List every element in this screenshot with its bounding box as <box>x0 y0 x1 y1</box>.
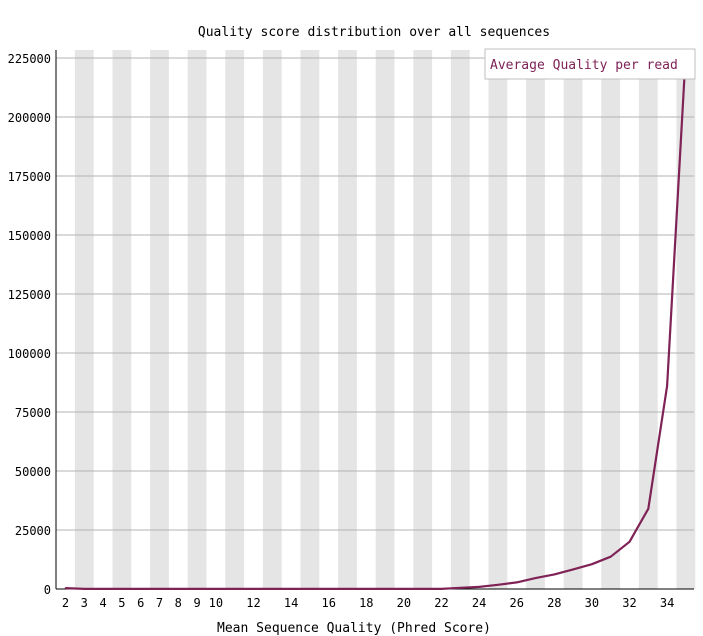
x-tick-label: 16 <box>321 596 335 610</box>
data-point <box>252 588 255 590</box>
data-point <box>139 588 142 590</box>
band-9 <box>187 50 207 589</box>
band-3 <box>74 50 94 589</box>
x-tick-label: 34 <box>660 596 674 610</box>
data-point <box>478 586 480 588</box>
band-5 <box>112 50 132 589</box>
band-33 <box>638 50 658 589</box>
data-point <box>309 588 311 590</box>
band-17 <box>338 50 357 589</box>
band-31 <box>601 50 621 589</box>
band-29 <box>563 50 583 589</box>
band-11 <box>225 50 245 589</box>
data-point <box>647 507 650 510</box>
data-point <box>384 588 386 590</box>
band-7 <box>150 50 169 589</box>
y-tick-label: 150000 <box>8 229 51 243</box>
x-tick-label: 8 <box>175 596 182 610</box>
x-tick-label: 26 <box>509 596 523 610</box>
band-19 <box>375 50 395 589</box>
chart-title: Quality score distribution over all sequ… <box>198 25 550 40</box>
x-tick-label: 28 <box>547 596 561 610</box>
data-point <box>346 588 349 590</box>
data-point <box>64 587 67 589</box>
legend-box <box>484 48 696 80</box>
data-point <box>290 588 292 590</box>
x-tick-label: 24 <box>472 596 486 610</box>
data-point <box>215 588 217 590</box>
x-tick-label: 9 <box>193 596 200 610</box>
band-23 <box>450 50 470 589</box>
series-layer <box>64 50 687 591</box>
data-point <box>609 555 612 558</box>
x-tick-label: 7 <box>156 596 163 610</box>
series-line-0 <box>65 50 687 591</box>
data-point <box>534 577 537 579</box>
data-point <box>121 588 123 590</box>
data-point <box>628 541 631 543</box>
y-tick-label: 225000 <box>8 52 51 66</box>
horizontal-gridlines <box>56 57 694 531</box>
x-tick-label: 22 <box>434 596 448 610</box>
legend-entry: Average Quality per read <box>490 58 678 73</box>
y-tick-label: 100000 <box>8 347 51 361</box>
x-tick-label: 3 <box>81 596 88 610</box>
y-tick-label: 50000 <box>15 465 51 479</box>
data-point <box>177 588 180 590</box>
data-point <box>403 588 405 590</box>
data-point <box>365 588 368 590</box>
data-point <box>83 588 86 590</box>
x-tick-label: 10 <box>209 596 223 610</box>
y-tick-labels: 0 25000 50000 75000 100000 125000 150000 175000… <box>8 52 51 597</box>
legend: Average Quality per read <box>484 48 696 80</box>
x-tick-label: 20 <box>397 596 411 610</box>
data-point <box>158 588 161 590</box>
data-point <box>271 588 274 590</box>
x-tick-label: 6 <box>137 596 144 610</box>
data-point <box>591 563 593 566</box>
x-tick-label: 30 <box>585 596 599 610</box>
data-point <box>233 588 236 590</box>
data-point <box>459 587 462 589</box>
data-point <box>327 588 330 590</box>
band-25 <box>488 50 508 589</box>
data-point <box>196 588 198 590</box>
x-tick-label: 12 <box>246 596 260 610</box>
band-21 <box>413 50 433 589</box>
band-15 <box>300 50 320 589</box>
x-axis-label: Mean Sequence Quality (Phred Score) <box>217 621 491 636</box>
data-point <box>666 385 668 387</box>
data-point <box>572 568 574 571</box>
x-tick-label: 5 <box>118 596 125 610</box>
x-tick-label: 2 <box>62 596 69 610</box>
x-tick-label: 14 <box>284 596 298 610</box>
y-tick-label: 75000 <box>15 406 51 420</box>
band-13 <box>262 50 282 589</box>
data-point <box>102 588 104 590</box>
alternating-band-layer <box>74 50 696 589</box>
data-point <box>440 588 443 590</box>
x-tick-labels: 2 3 4 5 6 7 8 9 10 12 14 16 18 20 22 24 26 28 30 32 34 <box>62 596 674 610</box>
band-27 <box>526 50 545 589</box>
data-point <box>515 581 518 584</box>
y-tick-label: 125000 <box>8 288 51 302</box>
data-point <box>497 583 499 586</box>
y-tick-label: 175000 <box>8 170 51 184</box>
data-point <box>421 588 424 590</box>
x-tick-label: 18 <box>359 596 373 610</box>
y-tick-label: 0 <box>44 583 51 597</box>
band-35 <box>676 50 696 589</box>
y-tick-label: 200000 <box>8 111 51 125</box>
data-point <box>553 573 556 576</box>
x-tick-label: 32 <box>622 596 636 610</box>
y-tick-label: 25000 <box>15 524 51 538</box>
x-tick-label: 4 <box>99 596 106 610</box>
